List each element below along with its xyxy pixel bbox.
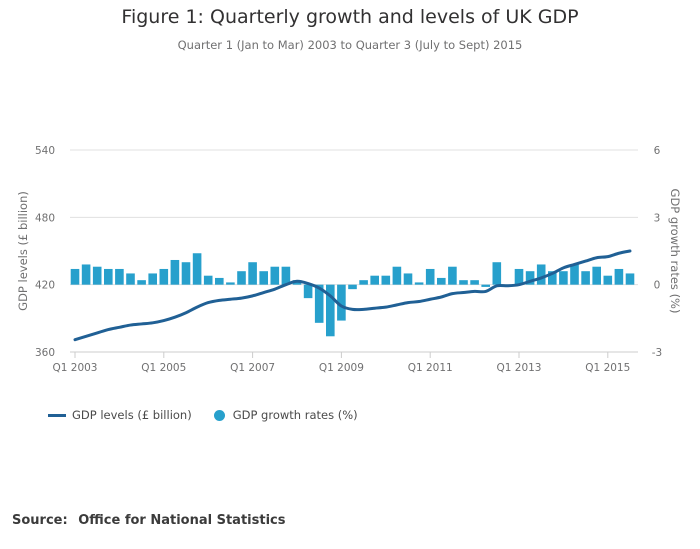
growth-bar — [181, 262, 191, 285]
x-axis-tick-label: Q1 2011 — [408, 362, 453, 374]
growth-bar — [414, 282, 424, 285]
x-axis-tick-label: Q1 2005 — [141, 362, 186, 374]
growth-bar — [226, 282, 235, 285]
growth-bar — [425, 268, 435, 285]
growth-bar — [514, 268, 524, 285]
growth-bar — [337, 284, 346, 321]
growth-bar — [159, 268, 169, 285]
right-axis-tick-label: 3 — [654, 212, 661, 224]
legend-item-gdp-levels[interactable]: GDP levels (£ billion) — [48, 408, 192, 422]
growth-bar — [614, 268, 624, 285]
growth-bar — [148, 273, 157, 285]
growth-bar — [525, 271, 535, 285]
growth-bar — [70, 268, 80, 285]
chart-subtitle: Quarter 1 (Jan to Mar) 2003 to Quarter 3… — [177, 38, 523, 52]
growth-bar — [492, 262, 502, 285]
bar-series — [70, 253, 635, 337]
growth-bar — [348, 284, 357, 290]
growth-bar — [270, 266, 280, 285]
line-series — [73, 249, 632, 342]
growth-bar — [81, 264, 91, 285]
left-axis-tick-label: 360 — [35, 347, 55, 359]
growth-bar — [326, 284, 335, 337]
right-axis-tick-label: 0 — [654, 280, 661, 292]
growth-bar — [137, 280, 146, 285]
chart-title: Figure 1: Quarterly growth and levels of… — [121, 6, 579, 28]
growth-bar — [448, 266, 457, 285]
growth-bar — [459, 280, 468, 285]
right-axis-title: GDP growth rates (%) — [668, 189, 682, 314]
right-axis-tick-label: -3 — [652, 347, 662, 359]
growth-bar — [248, 262, 257, 285]
growth-bar — [403, 273, 413, 285]
legend-label: GDP levels (£ billion) — [72, 408, 192, 422]
growth-bar — [192, 253, 202, 285]
growth-bar — [625, 273, 635, 285]
growth-bar — [536, 264, 546, 285]
x-axis-tick-label: Q1 2015 — [585, 362, 630, 374]
legend: GDP levels (£ billion) GDP growth rates … — [48, 408, 380, 422]
growth-bar — [470, 280, 479, 285]
growth-bar — [126, 273, 135, 285]
growth-bar — [481, 284, 490, 287]
x-axis-tick-label: Q1 2003 — [52, 362, 97, 374]
growth-bar — [281, 266, 291, 285]
growth-bar — [437, 277, 446, 285]
growth-bar — [370, 275, 379, 285]
line-swatch-icon — [48, 413, 66, 417]
growth-bar — [603, 275, 613, 285]
growth-bar — [203, 275, 213, 285]
x-axis-tick-label: Q1 2013 — [496, 362, 541, 374]
growth-bar — [92, 266, 102, 285]
growth-bar — [548, 271, 557, 285]
growth-bar — [259, 271, 268, 285]
left-axis-tick-label: 480 — [35, 212, 55, 224]
growth-bar — [570, 264, 579, 285]
legend-item-gdp-growth[interactable]: GDP growth rates (%) — [213, 408, 358, 422]
growth-bar — [359, 280, 368, 285]
left-axis-tick-label: 420 — [35, 280, 55, 292]
growth-bar — [303, 284, 313, 299]
growth-bar — [314, 284, 324, 323]
growth-bar — [170, 259, 180, 285]
growth-bar — [115, 268, 124, 285]
x-axis-tick-label: Q1 2007 — [230, 362, 275, 374]
right-axis-ticks: -3 0 3 6 — [652, 145, 662, 359]
growth-bar — [592, 266, 601, 285]
right-axis-tick-label: 6 — [654, 145, 661, 157]
growth-bar — [237, 271, 246, 285]
left-axis-title: GDP levels (£ billion) — [16, 191, 30, 311]
legend-label: GDP growth rates (%) — [232, 408, 358, 422]
x-axis-ticks: Q1 2003 Q1 2005 Q1 2007 Q1 2009 Q1 2011 Q1 20… — [52, 352, 630, 374]
source-label: Source: — [12, 513, 68, 528]
x-axis-tick-label: Q1 2009 — [319, 362, 364, 374]
source-text: Office for National Statistics — [78, 513, 286, 528]
growth-bar — [381, 275, 391, 285]
circle-swatch-icon — [213, 409, 225, 421]
left-axis-ticks: 360 420 480 540 — [35, 145, 55, 359]
growth-bar — [559, 271, 568, 285]
growth-bar — [581, 271, 590, 285]
growth-bar — [215, 277, 224, 285]
growth-bar — [392, 266, 402, 285]
growth-bar — [104, 268, 113, 285]
gdp-level-line — [73, 249, 632, 342]
left-axis-tick-label: 540 — [35, 145, 55, 157]
source-note: Source: Office for National Statistics — [12, 513, 291, 528]
